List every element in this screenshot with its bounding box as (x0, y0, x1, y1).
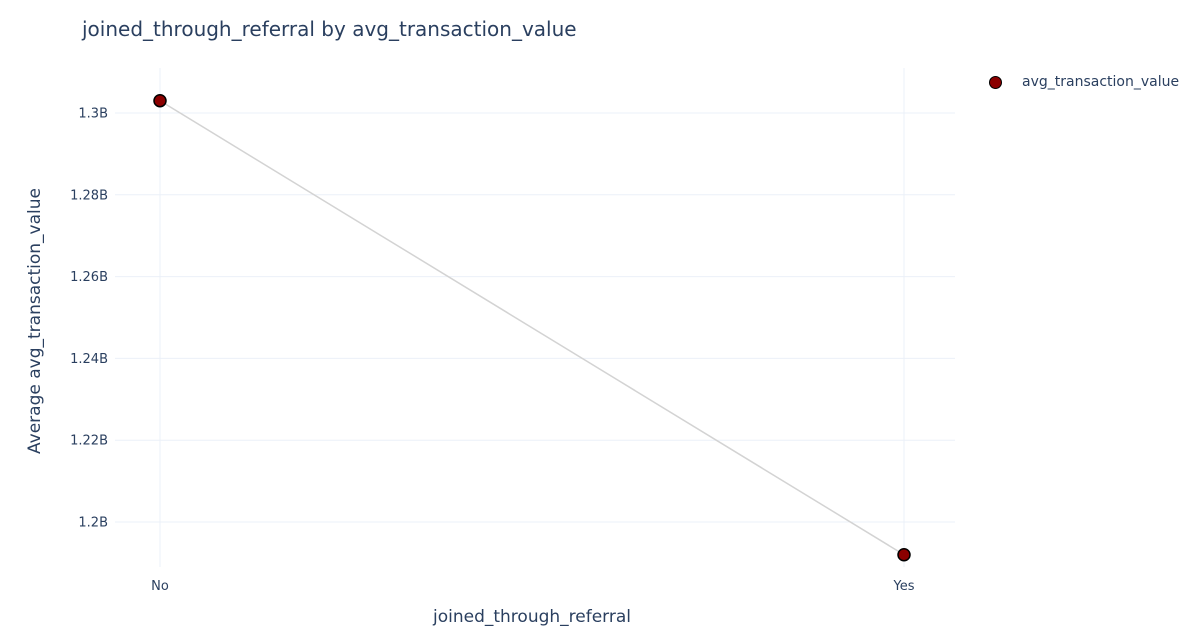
x-tick-label: Yes (893, 579, 915, 594)
y-tick-label: 1.26B (70, 270, 108, 285)
y-tick-label: 1.3B (78, 106, 108, 121)
x-axis-title: joined_through_referral (432, 607, 632, 627)
y-tick-label: 1.22B (70, 434, 108, 449)
legend[interactable]: avg_transaction_value (986, 74, 1179, 90)
y-tick-label: 1.28B (70, 188, 108, 203)
y-tick-label: 1.24B (70, 352, 108, 367)
series-line (159, 100, 905, 556)
y-tick-label: 1.2B (78, 516, 108, 531)
data-point (897, 547, 911, 562)
data-point (153, 93, 167, 108)
y-axis-title: Average avg_transaction_value (25, 188, 45, 454)
legend-label: avg_transaction_value (1022, 74, 1180, 90)
legend-marker-icon (989, 75, 1002, 89)
chart-title: joined_through_referral by avg_transacti… (82, 17, 577, 41)
x-tick-label: No (151, 579, 169, 594)
